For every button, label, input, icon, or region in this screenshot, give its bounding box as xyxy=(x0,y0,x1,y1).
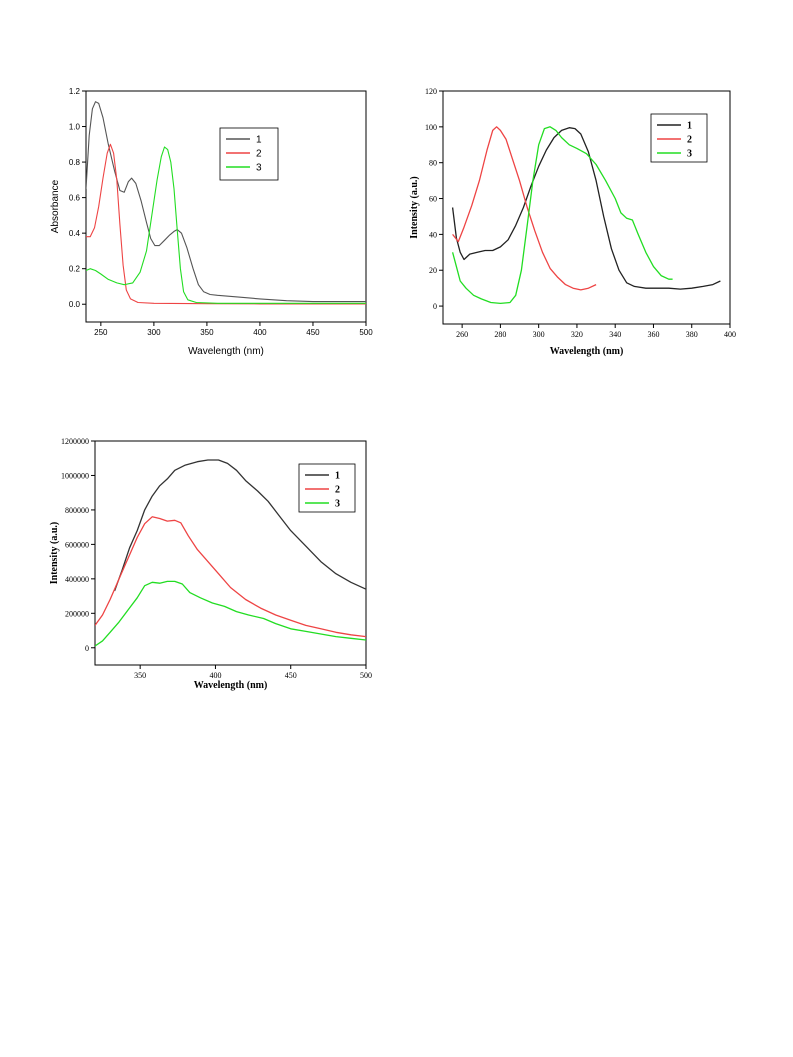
y-axis-title: Intensity (a.u.) xyxy=(409,176,420,239)
legend-label-3: 3 xyxy=(256,163,262,174)
legend-label-1: 1 xyxy=(687,121,692,132)
x-axis-title: Wavelength (nm) xyxy=(188,346,264,357)
x-tick-label: 500 xyxy=(359,328,373,337)
y-tick-label: 60 xyxy=(429,195,437,204)
x-tick-label: 350 xyxy=(134,671,146,680)
plot-frame xyxy=(94,440,367,666)
x-tick-label: 450 xyxy=(306,328,320,337)
series-line-2 xyxy=(452,126,597,291)
y-axis-title: Absorbance xyxy=(50,179,61,233)
x-tick-label: 360 xyxy=(647,330,659,339)
y-tick-label: 0 xyxy=(433,302,437,311)
series-line-2 xyxy=(95,516,366,638)
x-tick-label: 400 xyxy=(724,330,736,339)
legend-label-2: 2 xyxy=(256,149,262,160)
y-axis-title: Intensity (a.u.) xyxy=(49,522,60,585)
series-line-3 xyxy=(95,580,366,647)
x-tick-label: 450 xyxy=(285,671,297,680)
chart-excitation-intensity: 260 280 300 320 340 360 380 400 0 20 40 60 80 100 120 W… xyxy=(409,87,736,357)
x-tick-label: 300 xyxy=(533,330,545,339)
plot-frame xyxy=(85,90,367,323)
x-tick-label: 380 xyxy=(686,330,698,339)
y-tick-label: 400000 xyxy=(65,575,89,584)
x-axis-title: Wavelength (nm) xyxy=(550,346,624,357)
y-tick-label: 40 xyxy=(429,230,437,239)
y-tick-label: 80 xyxy=(429,159,437,168)
y-tick-label: 0.4 xyxy=(69,229,81,238)
y-tick-label: 0 xyxy=(85,644,89,653)
y-tick-label: 0.2 xyxy=(69,265,81,274)
legend-label-3: 3 xyxy=(687,149,692,160)
x-tick-label: 500 xyxy=(360,671,372,680)
legend-box xyxy=(298,463,356,513)
x-tick-label: 300 xyxy=(147,328,161,337)
x-tick-label: 250 xyxy=(94,328,108,337)
x-tick-label: 350 xyxy=(200,328,214,337)
legend-label-1: 1 xyxy=(335,471,340,482)
legend-label-2: 2 xyxy=(335,485,340,496)
y-tick-label: 1.2 xyxy=(69,87,81,96)
y-tick-label: 120 xyxy=(425,87,437,96)
y-tick-label: 0.6 xyxy=(69,194,81,203)
x-tick-label: 340 xyxy=(609,330,621,339)
y-tick-label: 20 xyxy=(429,266,437,275)
y-tick-label: 0.8 xyxy=(69,158,81,167)
series-line-1 xyxy=(86,101,366,303)
y-tick-label: 200000 xyxy=(65,609,89,618)
legend-box xyxy=(650,113,708,163)
chart-emission-intensity: 350 400 450 500 0 200000 400000 600000 800000 100… xyxy=(49,437,372,691)
legend-label-3: 3 xyxy=(335,499,340,510)
series-line-1 xyxy=(113,459,366,592)
y-tick-label: 0.0 xyxy=(69,300,81,309)
chart-absorbance: 250 300 350 400 450 500 0.0 0.2 0.4 0.6 0.8 1.0 1.2 W… xyxy=(50,87,373,357)
x-tick-label: 320 xyxy=(571,330,583,339)
x-tick-label: 260 xyxy=(456,330,468,339)
series-line-2 xyxy=(86,143,366,305)
x-tick-label: 280 xyxy=(494,330,506,339)
y-tick-label: 100 xyxy=(425,123,437,132)
series-line-3 xyxy=(86,146,366,304)
legend-label-1: 1 xyxy=(256,135,262,146)
legend-box xyxy=(219,127,279,181)
y-tick-label: 800000 xyxy=(65,506,89,515)
series-line-3 xyxy=(451,126,673,305)
series-line-1 xyxy=(451,127,721,290)
plot-frame xyxy=(442,90,731,325)
y-tick-label: 600000 xyxy=(65,540,89,549)
x-axis-title: Wavelength (nm) xyxy=(194,680,268,691)
x-tick-label: 400 xyxy=(209,671,221,680)
x-tick-label: 400 xyxy=(253,328,267,337)
legend-label-2: 2 xyxy=(687,135,692,146)
y-tick-label: 1200000 xyxy=(61,437,89,446)
y-tick-label: 1000000 xyxy=(61,471,89,480)
y-tick-label: 1.0 xyxy=(69,123,81,132)
